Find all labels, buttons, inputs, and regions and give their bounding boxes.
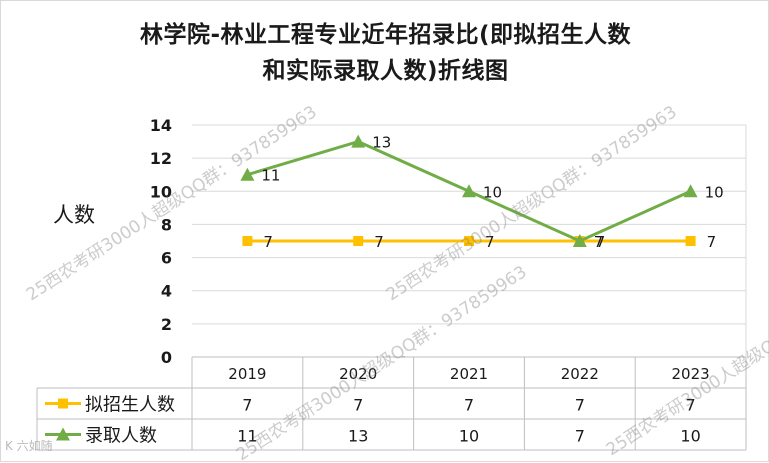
legend-key-marker: [56, 427, 70, 441]
data-label: 10: [483, 183, 502, 201]
table-cell-value: 10: [459, 427, 479, 446]
data-label: 7: [596, 233, 606, 251]
data-point-marker: [572, 234, 587, 247]
y-tick-label: 12: [150, 149, 172, 168]
data-point-marker: [240, 167, 255, 181]
y-tick-label: 2: [161, 315, 172, 334]
y-tick-label: 4: [161, 282, 172, 301]
data-label: 10: [705, 183, 724, 201]
legend-series-name: 录取人数: [85, 426, 157, 447]
table-cell-value: 7: [464, 396, 474, 415]
data-point-marker: [462, 184, 476, 198]
data-point-marker: [683, 184, 698, 198]
data-point-marker: [685, 236, 696, 246]
data-label: 7: [263, 233, 273, 251]
data-label: 7: [707, 233, 717, 251]
legend-key-marker: [58, 398, 68, 409]
data-label: 7: [374, 233, 384, 251]
data-point-marker: [353, 236, 364, 246]
data-point-marker: [242, 236, 253, 246]
y-tick-label: 0: [161, 348, 172, 367]
table-cell-value: 7: [242, 396, 252, 415]
y-tick-label: 10: [150, 182, 172, 201]
legend-series-name: 拟招生人数: [85, 395, 175, 416]
data-label: 7: [485, 233, 495, 251]
x-tick-label: 2022: [561, 365, 599, 383]
data-point-marker: [351, 134, 366, 148]
x-tick-label: 2021: [450, 365, 488, 383]
table-cell-value: 7: [353, 396, 363, 415]
table-cell-value: 13: [348, 427, 368, 446]
chart-title-line-1: 林学院-林业工程专业近年招录比(即拟招生人数: [139, 22, 632, 48]
table-cell-value: 7: [575, 427, 585, 446]
y-tick-label: 6: [161, 249, 172, 268]
data-label: 13: [372, 134, 391, 152]
table-cell-value: 10: [680, 427, 700, 446]
x-tick-label: 2019: [228, 365, 266, 383]
x-tick-label: 2020: [339, 365, 377, 383]
table-cell-value: 11: [237, 427, 257, 446]
chart-title-line-2: 和实际录取人数)折线图: [262, 58, 509, 84]
data-label: 11: [261, 167, 280, 185]
data-point-marker: [464, 236, 474, 246]
data-label: 7: [594, 233, 604, 251]
table-cell-value: 7: [575, 396, 585, 415]
table-cell-value: 7: [686, 396, 696, 415]
y-tick-label: 14: [150, 116, 172, 135]
y-tick-label: 8: [161, 215, 172, 234]
y-axis-label: 人数: [53, 203, 95, 227]
logo-watermark: K 六如随: [5, 439, 53, 453]
x-tick-label: 2023: [672, 365, 710, 383]
